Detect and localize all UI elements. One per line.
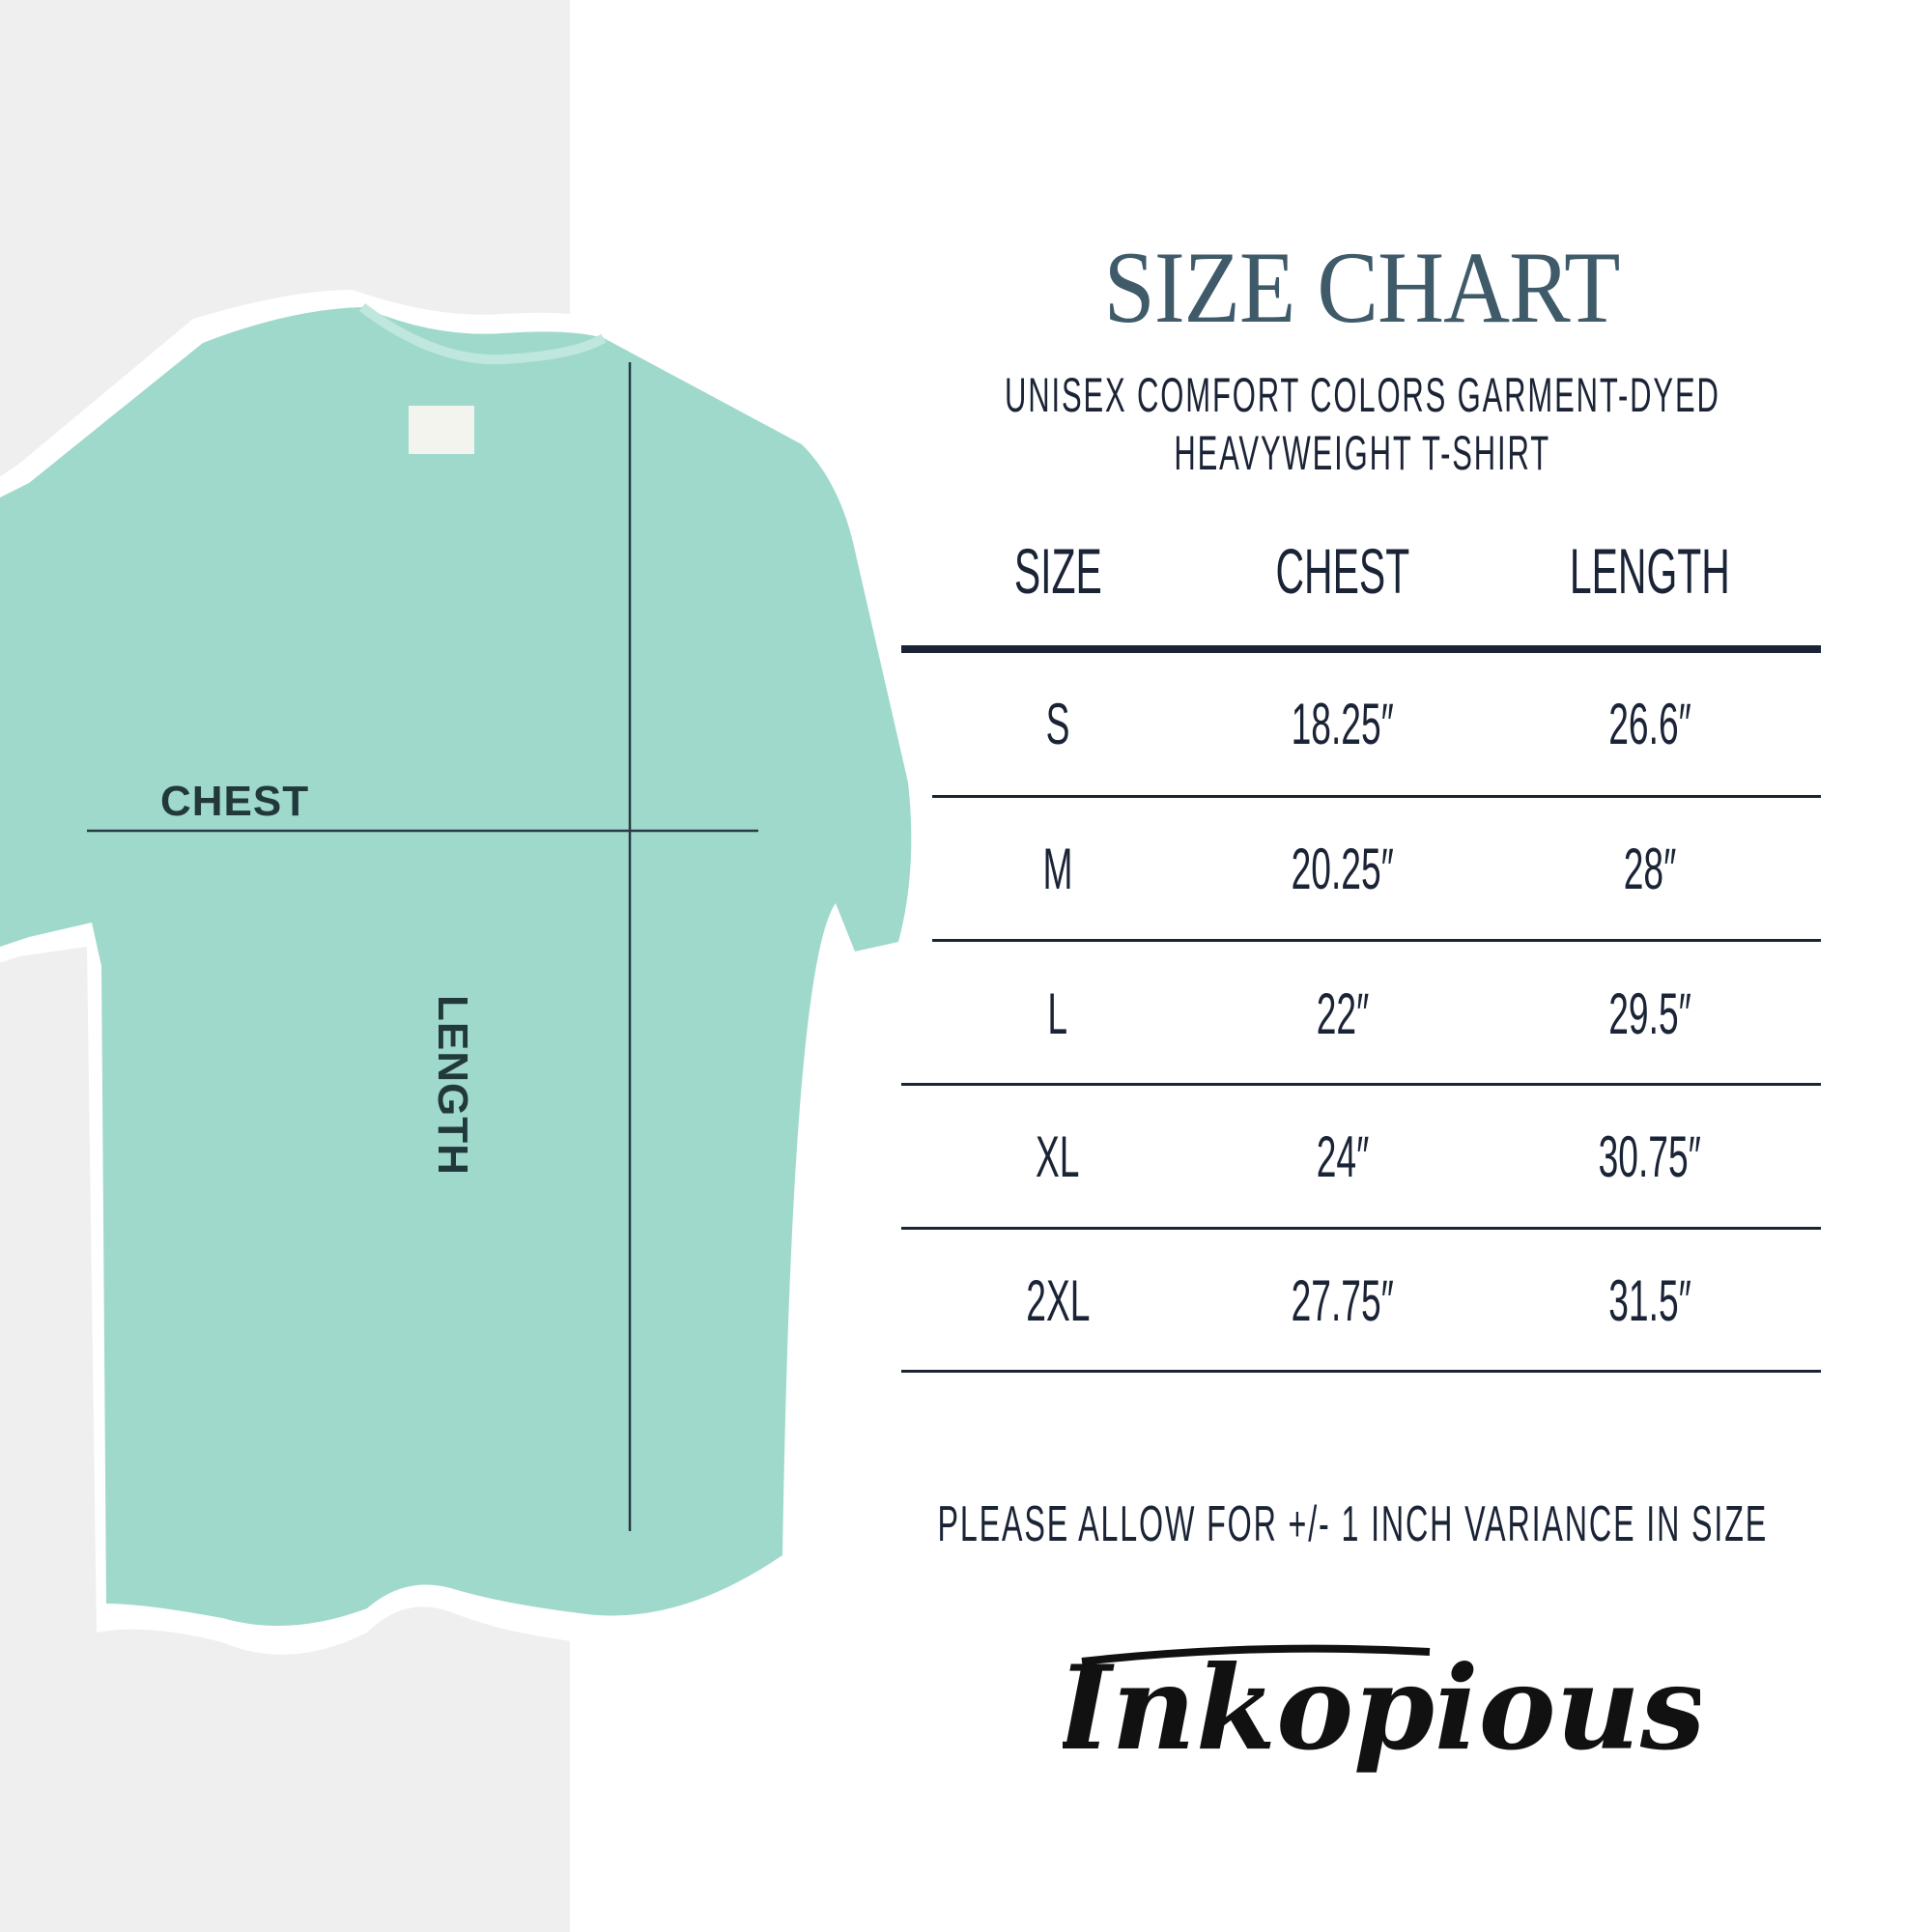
header-divider xyxy=(901,645,1821,653)
cell-chest: 27.75″ xyxy=(1291,1268,1395,1333)
cell-chest: 20.25″ xyxy=(1291,837,1395,901)
row-divider xyxy=(901,1227,1821,1230)
cell-chest: 22″ xyxy=(1316,981,1370,1046)
inkopious-logo: Inkopious xyxy=(1063,1640,1700,1776)
t-shirt-illustration xyxy=(0,303,912,1626)
cell-chest: 24″ xyxy=(1316,1124,1370,1189)
row-divider xyxy=(901,1083,1821,1086)
cell-length: 29.5″ xyxy=(1608,981,1691,1046)
variance-note: PLEASE ALLOW FOR +/- 1 INCH VARIANCE IN … xyxy=(937,1496,1768,1552)
cell-length: 28″ xyxy=(1623,837,1677,901)
cell-size: XL xyxy=(1036,1124,1080,1189)
cell-length: 31.5″ xyxy=(1608,1268,1691,1333)
row-divider xyxy=(932,939,1821,942)
cell-length: 30.75″ xyxy=(1598,1124,1702,1189)
cell-length: 26.6″ xyxy=(1608,692,1691,756)
chest-label: CHEST xyxy=(160,778,310,825)
page-title: SIZE CHART xyxy=(1104,231,1621,344)
shirt-body xyxy=(0,307,912,1626)
svg-text:Inkopious: Inkopious xyxy=(1063,1640,1700,1776)
length-label: LENGTH xyxy=(429,995,476,1176)
shirt-tag xyxy=(409,406,474,454)
cell-size: 2XL xyxy=(1025,1268,1091,1333)
row-divider xyxy=(901,1370,1821,1373)
cell-size: M xyxy=(1042,837,1073,901)
subtitle-line-2: HEAVYWEIGHT T-SHIRT xyxy=(1174,426,1550,480)
header-length: LENGTH xyxy=(1570,535,1730,607)
header-chest: CHEST xyxy=(1275,535,1410,607)
subtitle-line-1: UNISEX COMFORT COLORS GARMENT-DYED xyxy=(1004,368,1720,422)
cell-size: S xyxy=(1045,692,1070,756)
header-size: SIZE xyxy=(1013,535,1102,607)
cell-chest: 18.25″ xyxy=(1291,692,1395,756)
shirt-collar xyxy=(358,303,607,365)
row-divider xyxy=(932,795,1821,798)
cell-size: L xyxy=(1047,981,1068,1046)
